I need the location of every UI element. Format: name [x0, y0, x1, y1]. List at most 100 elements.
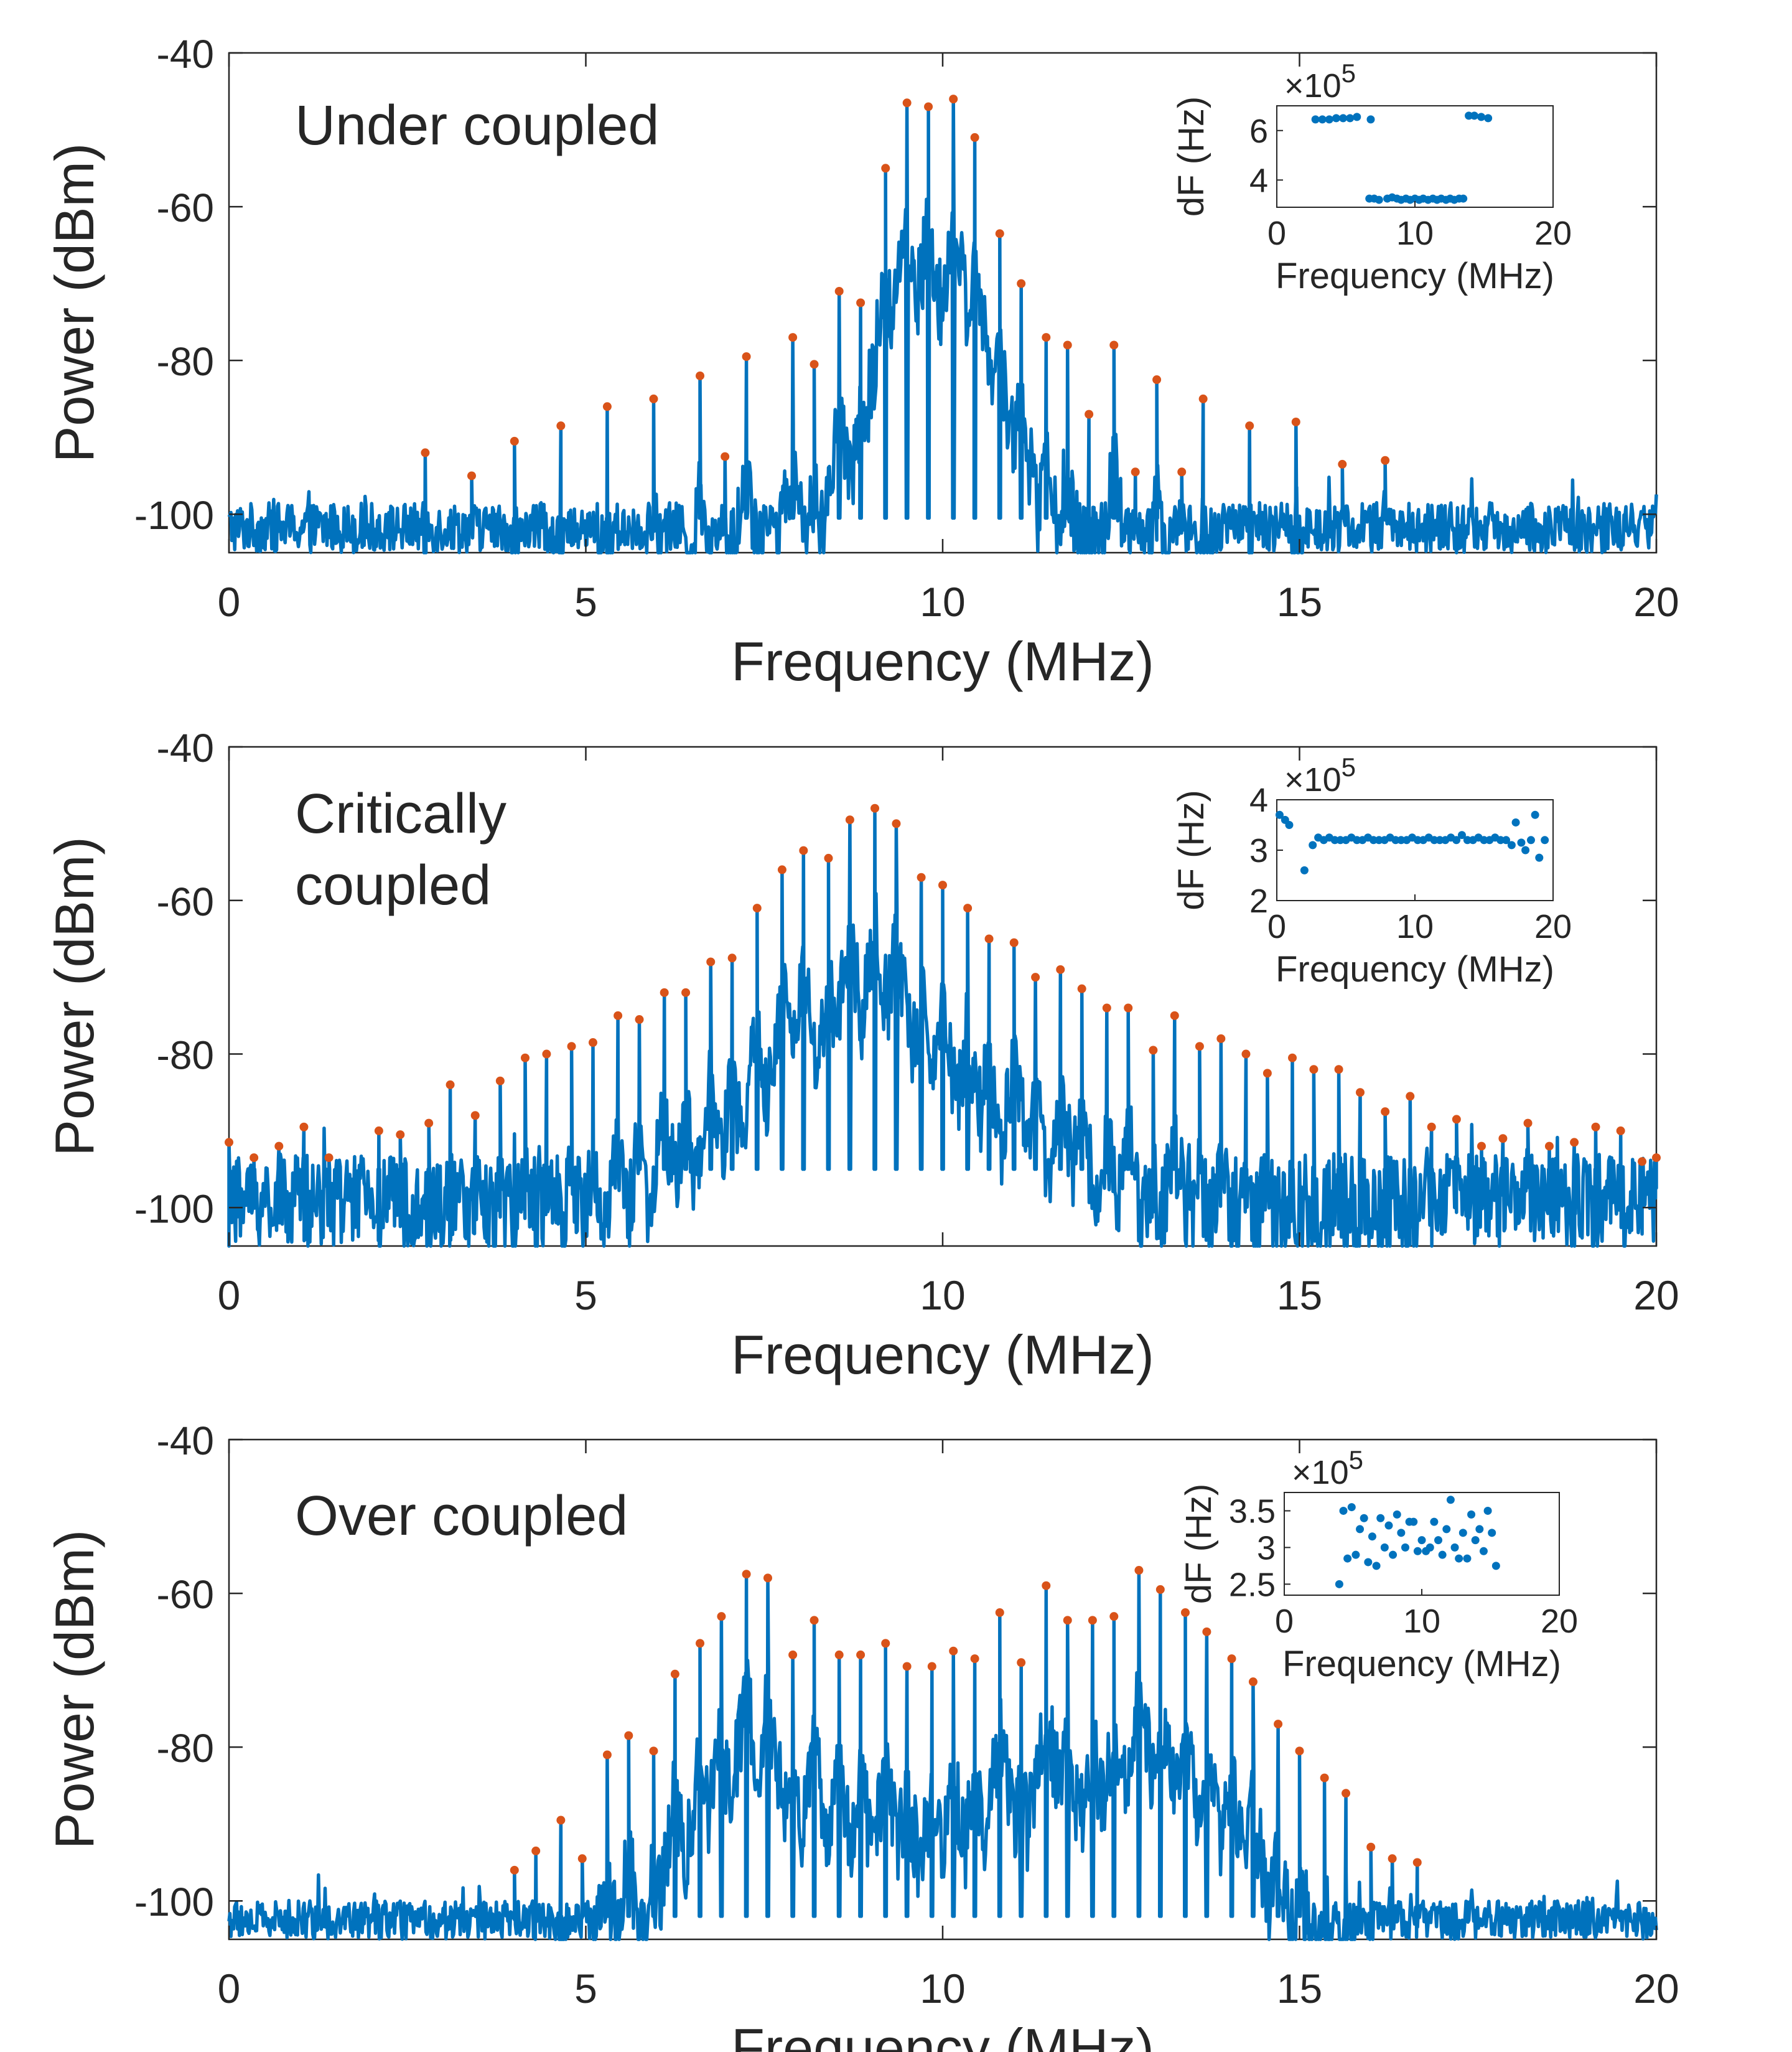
peak-marker: [1320, 1773, 1329, 1783]
inset-point: [1336, 836, 1345, 845]
peak-marker: [696, 371, 705, 380]
peak-marker: [788, 333, 798, 342]
peak-marker: [1334, 1065, 1343, 1074]
x-tick-label: 5: [574, 1272, 597, 1318]
peak-marker: [1291, 417, 1300, 426]
inset-point: [1364, 1558, 1373, 1567]
peak-marker: [799, 846, 808, 855]
y-tick-label: -80: [157, 339, 215, 384]
inset-point: [1479, 1547, 1488, 1555]
x-tick-label: 10: [920, 1272, 965, 1318]
x-axis-label: Frequency (MHz): [731, 630, 1154, 692]
peak-marker: [1544, 1141, 1554, 1151]
peak-marker: [706, 957, 716, 967]
inset-point: [1496, 836, 1505, 845]
inset-y-tick-label: 2: [1249, 883, 1268, 920]
inset-point: [1430, 1517, 1439, 1526]
peak-marker: [984, 934, 994, 944]
inset-point: [1374, 195, 1383, 204]
y-tick-label: -60: [157, 185, 215, 230]
peak-marker: [1088, 1616, 1097, 1625]
inset-point: [1413, 836, 1422, 845]
peak-marker: [614, 1011, 623, 1020]
peak-marker: [274, 1141, 284, 1151]
inset-point: [1470, 111, 1478, 120]
peak-marker: [602, 402, 612, 411]
inset-exponent-power: 5: [1349, 1445, 1363, 1474]
peak-marker: [1009, 938, 1019, 947]
peak-marker: [1652, 1153, 1661, 1163]
inset-point: [1535, 853, 1544, 862]
inset-point: [1463, 836, 1472, 845]
y-tick-label: -100: [134, 1880, 214, 1924]
x-axis-label: Frequency (MHz): [731, 2017, 1154, 2052]
peak-marker: [374, 1126, 383, 1135]
inset-point: [1339, 1506, 1348, 1515]
inset-point: [1309, 841, 1317, 850]
peak-marker: [225, 1138, 233, 1147]
peak-marker: [763, 1573, 772, 1583]
x-tick-label: 5: [574, 1965, 597, 2012]
peak-marker: [1149, 1046, 1158, 1055]
peak-marker: [1216, 1034, 1226, 1043]
inset-point: [1409, 1517, 1418, 1526]
y-tick-label: -80: [157, 1726, 215, 1771]
y-tick-label: -60: [157, 879, 215, 924]
x-tick-label: 20: [1633, 1965, 1679, 2012]
peak-marker: [1366, 1842, 1376, 1852]
inset-point: [1507, 841, 1516, 850]
peak-marker: [577, 1854, 587, 1863]
peak-marker: [1155, 1585, 1165, 1594]
peak-marker: [1477, 1141, 1486, 1151]
peak-marker: [1042, 333, 1051, 342]
peak-marker: [510, 436, 519, 446]
peak-marker: [421, 448, 430, 457]
inset-x-tick-label: 20: [1541, 1603, 1578, 1640]
y-axis-label: Power (dBm): [44, 1530, 105, 1849]
inset-point: [1384, 1521, 1393, 1530]
inset-point: [1376, 1514, 1385, 1522]
inset-exponent-base: ×10: [1284, 67, 1342, 105]
peak-marker: [1274, 1720, 1283, 1729]
peak-marker: [810, 360, 819, 369]
inset-x-tick-label: 20: [1534, 908, 1572, 945]
x-tick-label: 0: [218, 579, 241, 625]
peak-marker: [250, 1153, 259, 1163]
peak-marker: [1031, 973, 1040, 982]
peak-marker: [542, 1049, 551, 1059]
peak-marker: [1124, 1003, 1133, 1013]
peak-marker: [1616, 1126, 1625, 1135]
inset-exponent-label: ×105: [1284, 59, 1356, 105]
inset-exponent-base: ×10: [1292, 1454, 1349, 1491]
inset-point: [1417, 1536, 1426, 1545]
inset-y-tick-label: 3: [1249, 832, 1268, 869]
inset-point: [1463, 1554, 1472, 1563]
peak-marker: [1109, 340, 1119, 350]
peak-marker: [1342, 1789, 1351, 1798]
peak-marker: [588, 1038, 597, 1047]
inset-point: [1471, 1536, 1480, 1545]
y-tick-label: -60: [157, 1572, 215, 1617]
peak-marker: [810, 1616, 819, 1625]
inset-panel-2: 0 10 20 2 3 4 Frequency (MHz) dF (Hz) ×105: [1171, 752, 1572, 990]
peak-marker: [1056, 965, 1065, 974]
peak-marker: [635, 1015, 644, 1024]
peak-marker: [1017, 279, 1026, 288]
inset-x-axis-label: Frequency (MHz): [1276, 256, 1554, 296]
peak-marker: [881, 1639, 890, 1648]
x-tick-label: 15: [1277, 1965, 1322, 2012]
peak-marker: [777, 865, 786, 874]
peak-marker: [1570, 1138, 1579, 1147]
inset-point: [1389, 1550, 1398, 1559]
peak-marker: [1180, 1608, 1190, 1617]
x-tick-label: 5: [574, 579, 597, 625]
peak-marker: [470, 1111, 480, 1120]
inset-point: [1475, 1525, 1484, 1534]
inset-x-tick-label: 0: [1267, 215, 1286, 252]
peak-marker: [521, 1053, 530, 1062]
panel-annotation: Over coupled: [295, 1485, 628, 1547]
peak-marker: [1042, 1581, 1051, 1590]
